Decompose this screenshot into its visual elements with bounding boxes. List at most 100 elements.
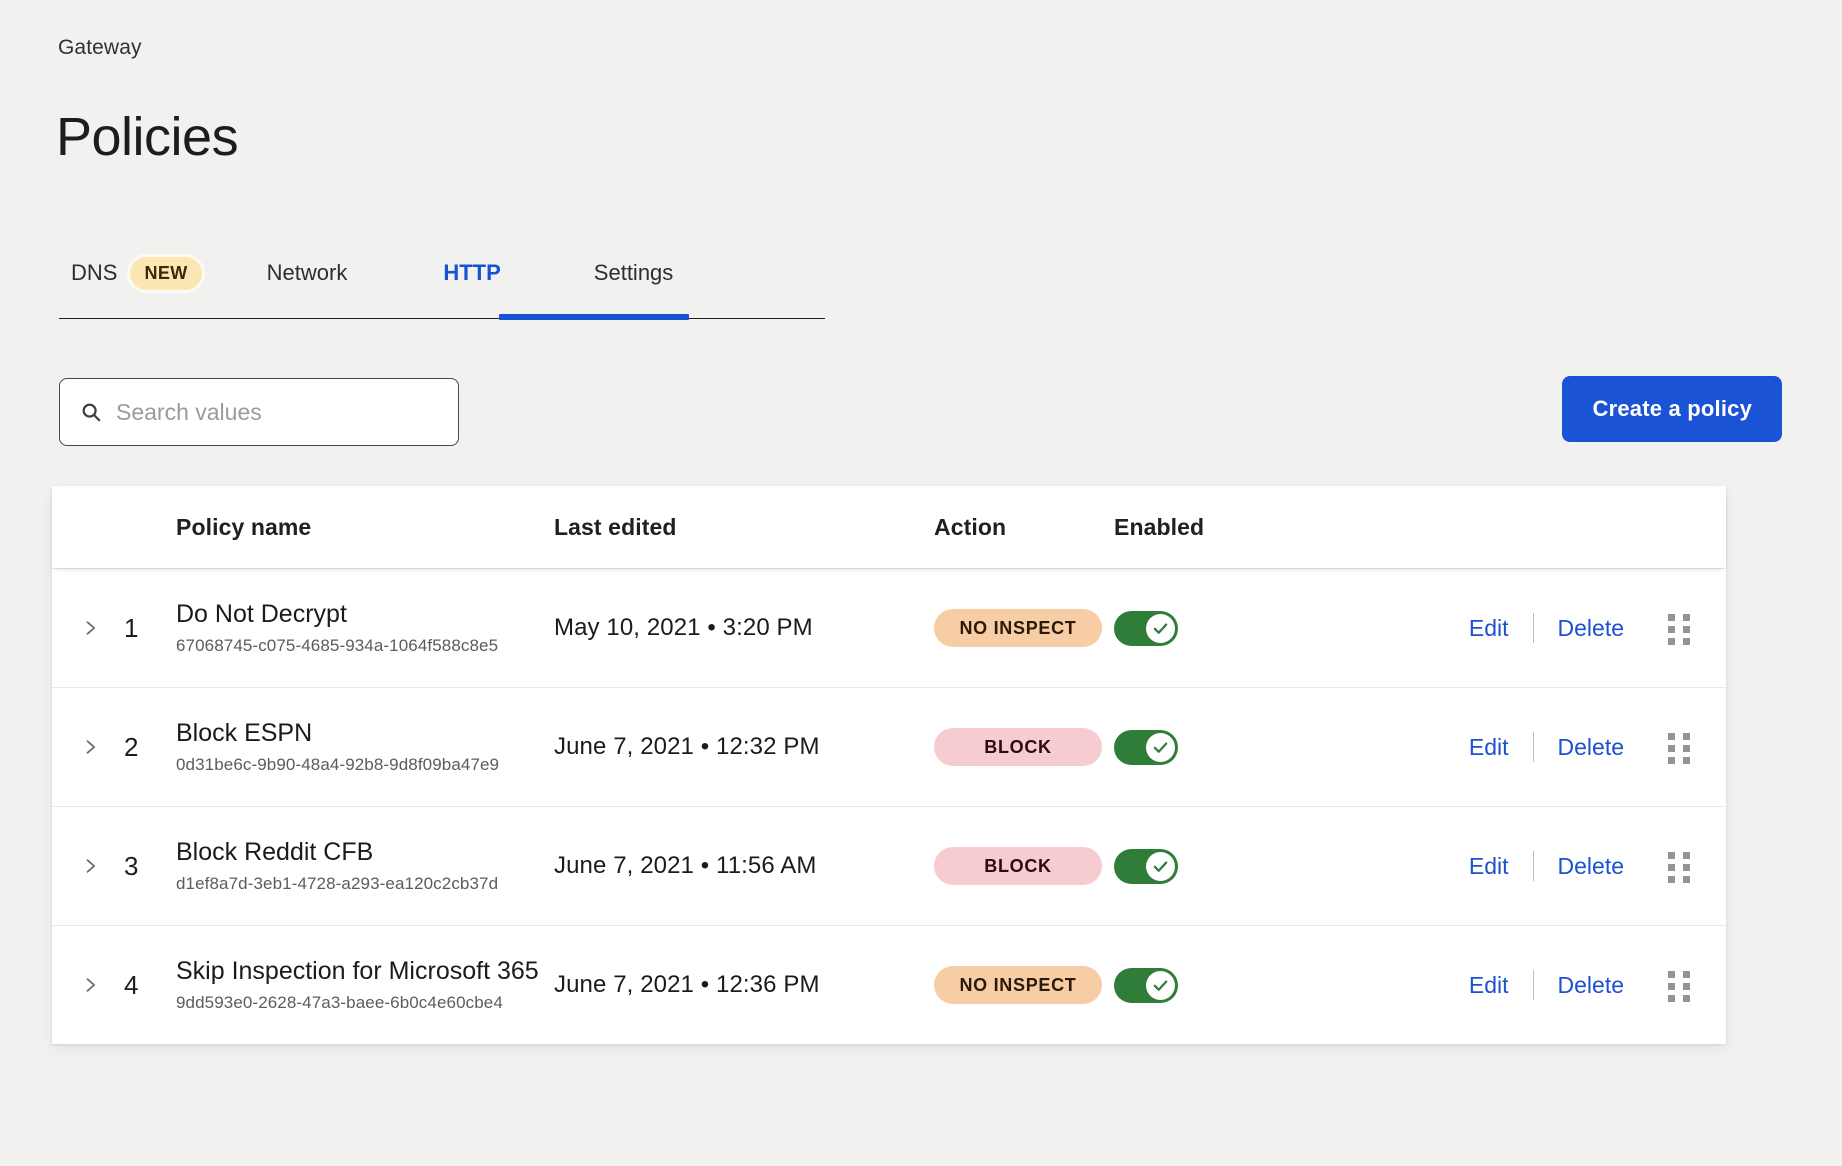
policies-table: Policy name Last edited Action Enabled 1… (52, 486, 1726, 1044)
page-title: Policies (56, 107, 239, 168)
enabled-toggle[interactable] (1114, 967, 1178, 1003)
policy-name-cell: Do Not Decrypt 67068745-c075-4685-934a-1… (176, 600, 554, 656)
drag-handle-icon[interactable] (1668, 733, 1690, 764)
search-icon (80, 401, 102, 423)
last-edited-cell: June 7, 2021 • 12:32 PM (554, 733, 820, 760)
search-input[interactable] (116, 379, 438, 445)
row-index: 1 (124, 612, 139, 643)
table-row[interactable]: 3 Block Reddit CFB d1ef8a7d-3eb1-4728-a2… (52, 806, 1726, 925)
drag-handle-icon[interactable] (1668, 614, 1690, 645)
column-header-enabled: Enabled (1114, 513, 1205, 540)
column-header-last-edited: Last edited (554, 513, 677, 540)
enabled-cell (1114, 848, 1310, 884)
row-operations: Edit Delete (1310, 613, 1726, 645)
policy-name-cell: Block ESPN 0d31be6c-9b90-48a4-92b8-9d8f0… (176, 719, 554, 775)
check-icon (1153, 860, 1168, 872)
row-expand-toggle[interactable] (52, 856, 124, 876)
policy-name: Skip Inspection for Microsoft 365 (176, 957, 539, 986)
action-badge: BLOCK (934, 847, 1102, 885)
last-edited-cell: June 7, 2021 • 11:56 AM (554, 852, 817, 879)
action-cell: BLOCK (934, 847, 1114, 885)
delete-link[interactable]: Delete (1557, 971, 1624, 998)
chevron-right-icon (86, 740, 96, 754)
policy-name-cell: Block Reddit CFB d1ef8a7d-3eb1-4728-a293… (176, 838, 554, 894)
enabled-cell (1114, 729, 1310, 765)
tab-http-label: HTTP (443, 260, 501, 285)
tab-network-label: Network (266, 260, 348, 285)
enabled-toggle[interactable] (1114, 729, 1178, 765)
check-icon (1153, 741, 1168, 753)
policy-name: Block ESPN (176, 719, 313, 748)
last-edited-cell: May 10, 2021 • 3:20 PM (554, 614, 813, 641)
column-header-action: Action (934, 513, 1007, 540)
table-row[interactable]: 2 Block ESPN 0d31be6c-9b90-48a4-92b8-9d8… (52, 687, 1726, 806)
operations-divider (1532, 970, 1534, 1000)
check-icon (1153, 979, 1168, 991)
create-policy-button[interactable]: Create a policy (1562, 376, 1782, 442)
policy-name: Block Reddit CFB (176, 838, 374, 867)
delete-link[interactable]: Delete (1557, 733, 1624, 760)
delete-link[interactable]: Delete (1557, 614, 1624, 641)
edit-link[interactable]: Edit (1468, 733, 1509, 760)
policy-id: d1ef8a7d-3eb1-4728-a293-ea120c2cb37d (176, 873, 499, 893)
chevron-right-icon (86, 859, 96, 873)
drag-handle-icon[interactable] (1668, 971, 1690, 1002)
row-index: 2 (124, 731, 139, 762)
policy-id: 0d31be6c-9b90-48a4-92b8-9d8f09ba47e9 (176, 754, 500, 774)
toggle-knob (1146, 732, 1175, 762)
table-row[interactable]: 1 Do Not Decrypt 67068745-c075-4685-934a… (52, 568, 1726, 687)
table-header-row: Policy name Last edited Action Enabled (52, 486, 1726, 568)
policy-id: 67068745-c075-4685-934a-1064f588c8e5 (176, 635, 499, 655)
enabled-toggle[interactable] (1114, 610, 1178, 646)
tab-settings[interactable]: Settings (594, 244, 674, 302)
chevron-right-icon (86, 978, 96, 992)
enabled-cell (1114, 967, 1310, 1003)
enabled-cell (1114, 610, 1310, 646)
row-expand-toggle[interactable] (52, 737, 124, 757)
edit-link[interactable]: Edit (1468, 971, 1509, 998)
edit-link[interactable]: Edit (1468, 852, 1509, 879)
policy-name: Do Not Decrypt (176, 600, 347, 629)
tab-bar: DNS NEW Network HTTP Settings (59, 244, 825, 322)
action-badge: BLOCK (934, 728, 1102, 766)
tab-active-indicator (499, 314, 689, 320)
toggle-knob (1146, 970, 1175, 1000)
enabled-toggle[interactable] (1114, 848, 1178, 884)
policy-name-cell: Skip Inspection for Microsoft 365 9dd593… (176, 957, 554, 1013)
row-index: 3 (124, 850, 139, 881)
table-row[interactable]: 4 Skip Inspection for Microsoft 365 9dd5… (52, 925, 1726, 1044)
row-expand-toggle[interactable] (52, 975, 124, 995)
row-index: 4 (124, 969, 139, 1000)
delete-link[interactable]: Delete (1557, 852, 1624, 879)
action-cell: NO INSPECT (934, 966, 1114, 1004)
row-operations: Edit Delete (1310, 970, 1726, 1002)
tab-dns-new-badge: NEW (127, 253, 205, 293)
last-edited-cell: June 7, 2021 • 12:36 PM (554, 971, 820, 998)
chevron-right-icon (86, 621, 96, 635)
tab-dns[interactable]: DNS NEW (71, 244, 205, 302)
policy-id: 9dd593e0-2628-47a3-baee-6b0c4e60cbe4 (176, 992, 503, 1012)
action-cell: BLOCK (934, 728, 1114, 766)
toggle-knob (1146, 851, 1175, 881)
tab-http[interactable]: HTTP (443, 244, 500, 302)
action-badge: NO INSPECT (934, 966, 1102, 1004)
column-header-policy-name: Policy name (176, 513, 312, 540)
row-operations: Edit Delete (1310, 851, 1726, 883)
tab-divider (59, 318, 825, 319)
search-box[interactable] (59, 378, 459, 446)
edit-link[interactable]: Edit (1468, 614, 1509, 641)
row-operations: Edit Delete (1310, 732, 1726, 764)
drag-handle-icon[interactable] (1668, 852, 1690, 883)
action-badge: NO INSPECT (934, 609, 1102, 647)
operations-divider (1532, 732, 1534, 762)
row-expand-toggle[interactable] (52, 618, 124, 638)
tabs-row: DNS NEW Network HTTP Settings (59, 244, 825, 302)
check-icon (1153, 622, 1168, 634)
action-cell: NO INSPECT (934, 609, 1114, 647)
operations-divider (1532, 613, 1534, 643)
tab-dns-label: DNS (71, 260, 118, 285)
tab-settings-label: Settings (593, 260, 674, 285)
tab-network[interactable]: Network (267, 244, 348, 302)
breadcrumb: Gateway (58, 36, 142, 59)
